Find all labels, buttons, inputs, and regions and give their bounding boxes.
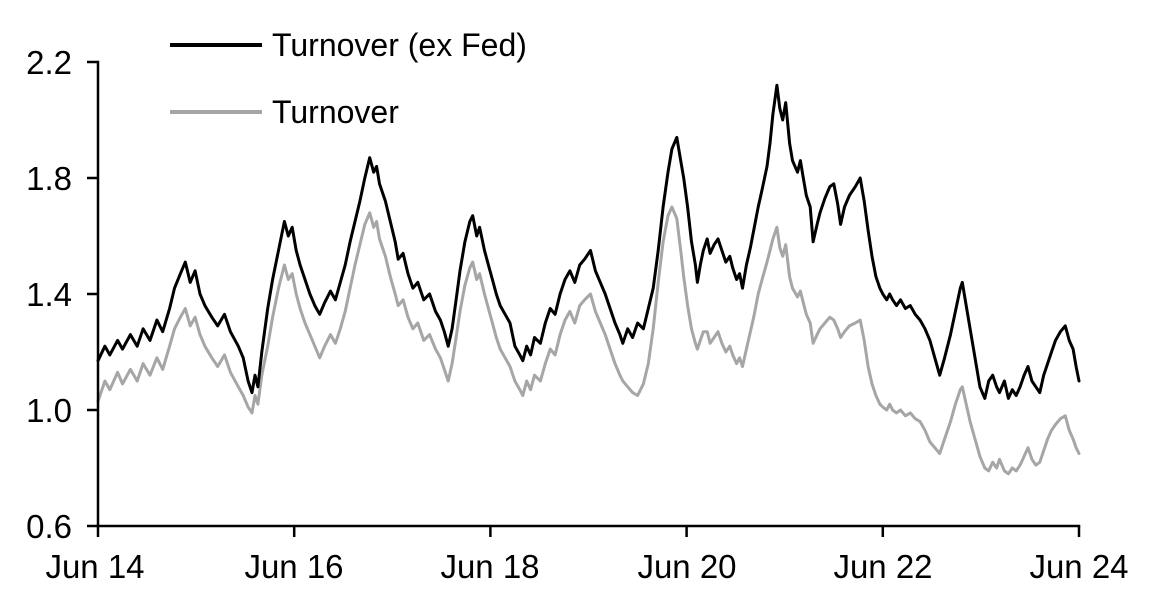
x-tick-label: Jun 18 [440, 548, 539, 585]
y-tick-label: 0.6 [26, 508, 72, 545]
plot-area [96, 83, 1081, 476]
x-axis-ticks [96, 526, 1081, 537]
y-tick-label: 2.2 [26, 44, 72, 81]
y-tick-label: 1.4 [26, 276, 72, 313]
legend: Turnover (ex Fed) Turnover [170, 27, 527, 130]
y-axis [87, 60, 100, 528]
turnover-ex-fed-line [96, 83, 1081, 400]
x-tick-label: Jun 24 [1029, 548, 1128, 585]
y-axis-labels: 0.6 1.0 1.4 1.8 2.2 [26, 44, 72, 545]
y-tick-label: 1.0 [26, 392, 72, 429]
legend-label-turnover: Turnover [272, 94, 399, 130]
x-tick-label: Jun 22 [833, 548, 932, 585]
x-axis [96, 524, 1081, 537]
y-axis-ticks [87, 60, 98, 528]
x-tick-label: Jun 14 [45, 548, 144, 585]
turnover-line [96, 205, 1081, 476]
legend-item-turnover-ex-fed: Turnover (ex Fed) [170, 27, 527, 63]
x-tick-label: Jun 20 [637, 548, 736, 585]
legend-item-turnover: Turnover [170, 94, 399, 130]
legend-label-turnover-ex-fed: Turnover (ex Fed) [272, 27, 527, 63]
x-axis-labels: Jun 14 Jun 16 Jun 18 Jun 20 Jun 22 Jun 2… [45, 548, 1128, 585]
y-tick-label: 1.8 [26, 160, 72, 197]
x-tick-label: Jun 16 [244, 548, 343, 585]
